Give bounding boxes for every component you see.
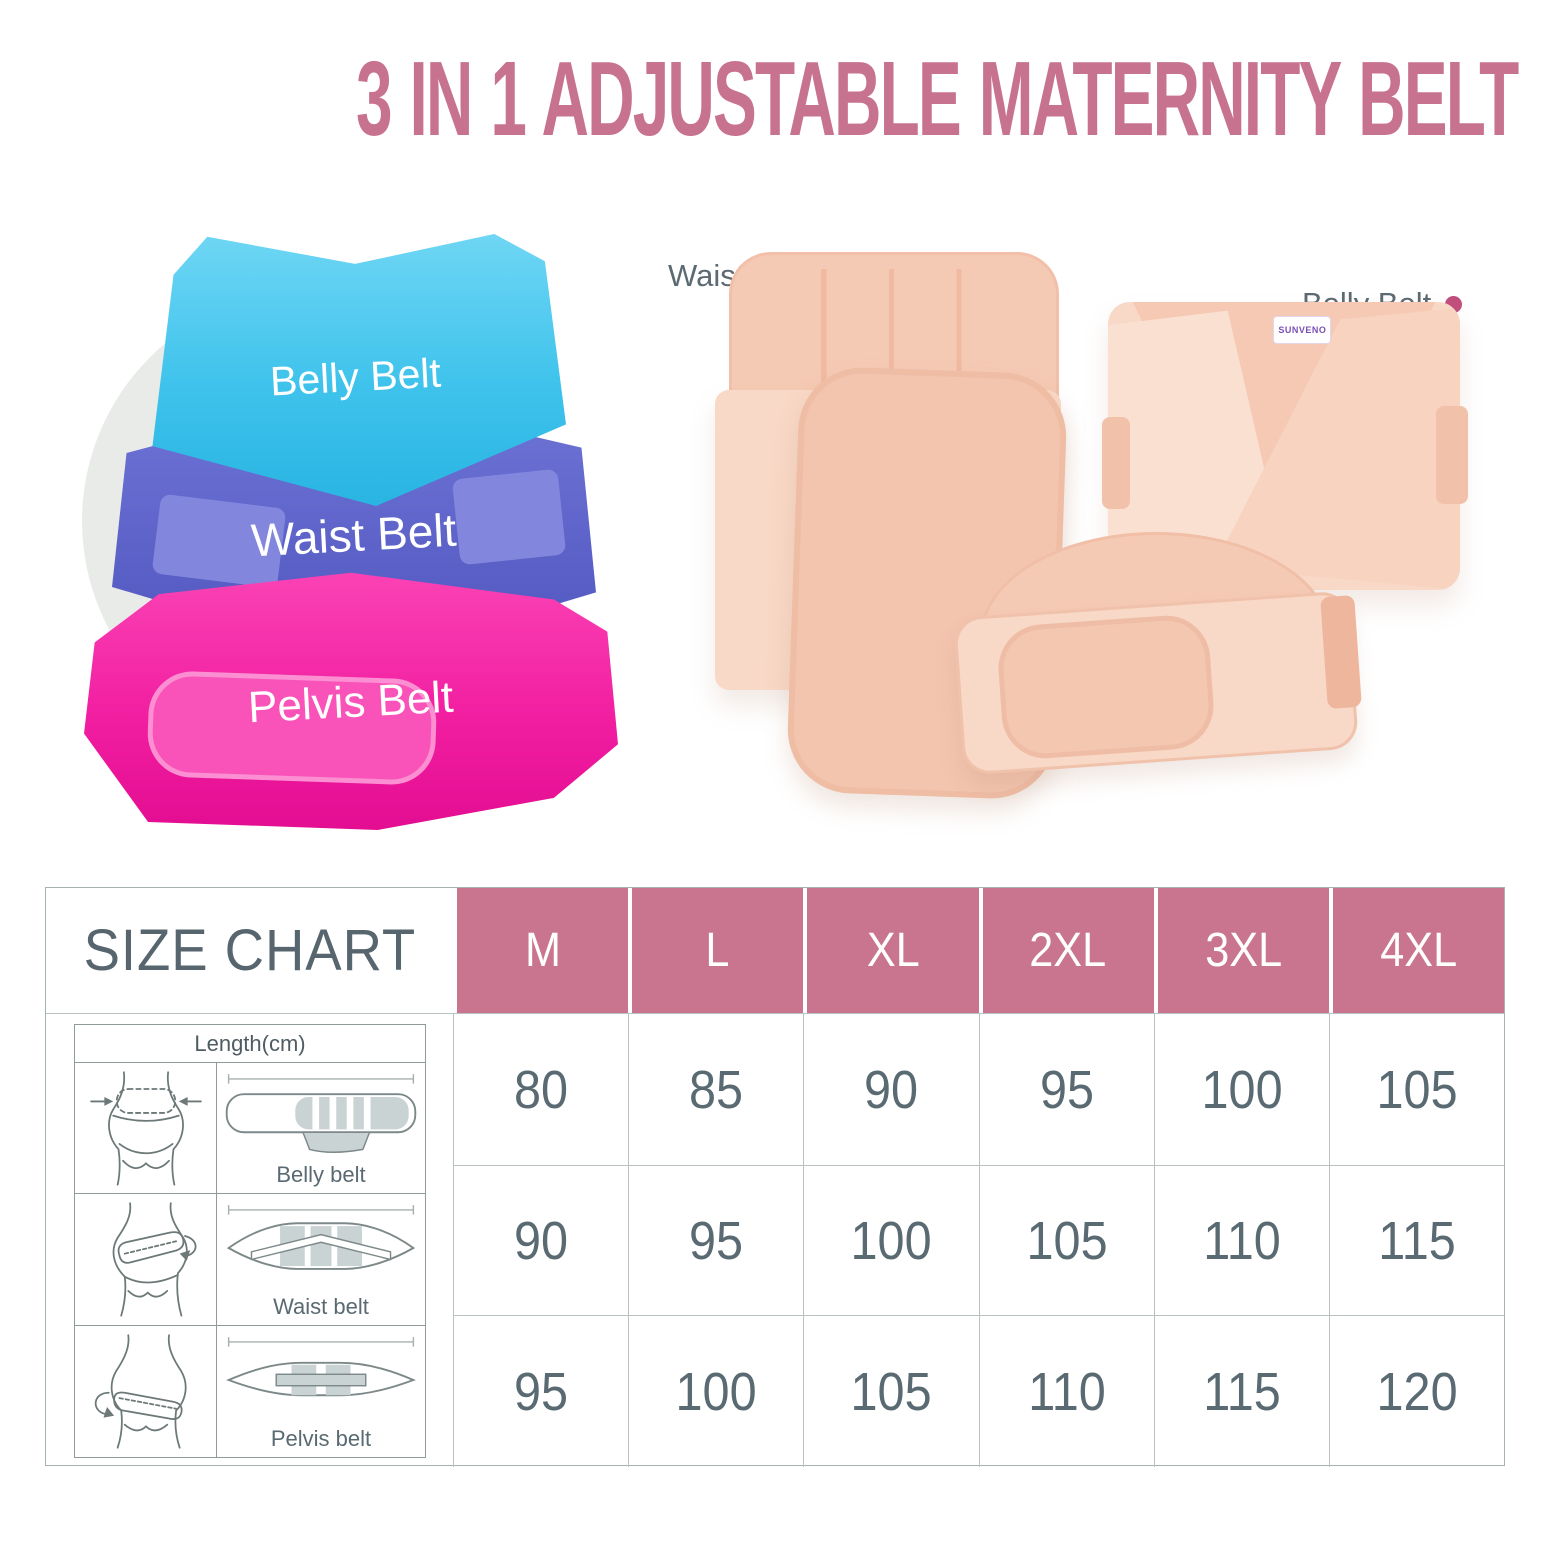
- product-photos: Waist Belt Belly Belt Pelvis Belt SUNVEN: [640, 230, 1520, 810]
- waist-belt-diagram-icon: [226, 1205, 416, 1271]
- waist-body-diagram-icon: [112, 1202, 196, 1318]
- table-cell-belly-3xl: 100: [1153, 1013, 1329, 1165]
- brand-tag: SUNVENO: [1273, 316, 1332, 344]
- belly-belt-label: Belly Belt: [268, 349, 442, 404]
- table-cell-waist-xl: 100: [803, 1165, 979, 1315]
- belly-belt-diagram: Belly belt: [217, 1063, 425, 1193]
- table-cell-pelvis-m: 95: [453, 1315, 629, 1467]
- table-cell-waist-2xl: 105: [978, 1165, 1154, 1315]
- pelvis-belt-caption: Pelvis belt: [270, 1425, 372, 1451]
- pelvis-belt-diagram-icon: [226, 1336, 416, 1396]
- pelvis-belt-photo: [952, 532, 1362, 776]
- table-cell-waist-3xl: 110: [1153, 1165, 1329, 1315]
- table-cell-belly-2xl: 95: [978, 1013, 1154, 1165]
- size-header-3xl: 3XL: [1153, 888, 1329, 1013]
- table-cell-belly-l: 85: [628, 1013, 804, 1165]
- waist-belt-caption: Waist belt: [273, 1293, 369, 1319]
- length-header: Length(cm): [75, 1025, 425, 1063]
- waist-belt-photo: [715, 252, 1075, 801]
- table-cell-belly-4xl: 105: [1328, 1013, 1504, 1165]
- pelvis-belt-tab: [1320, 594, 1362, 710]
- pelvis-belt-diagram-row: Pelvis belt: [75, 1325, 425, 1457]
- waist-belt-diagram-row: Waist belt: [75, 1194, 425, 1326]
- size-chart-heading: SIZE CHART: [83, 918, 416, 983]
- belly-body-diagram-icon: [89, 1071, 202, 1186]
- belly-belt-diagram-icon: [225, 1074, 417, 1153]
- belt-illustration: Waist Belt Belly Belt Pelvis Belt: [66, 226, 640, 832]
- page-title: 3 IN 1 ADJUSTABLE MATERNITY BELT: [0, 40, 1562, 158]
- table-cell-waist-l: 95: [628, 1165, 804, 1315]
- table-cell-pelvis-3xl: 115: [1153, 1315, 1329, 1467]
- belly-belt-tab-right: [1436, 405, 1468, 504]
- table-cell-belly-m: 80: [453, 1013, 629, 1165]
- pelvis-belt-diagram: Pelvis belt: [217, 1326, 425, 1457]
- size-header-l: L: [628, 888, 804, 1013]
- waist-body-diagram: [75, 1194, 217, 1325]
- belly-belt-tab-left: [1102, 417, 1130, 510]
- size-header-2xl: 2XL: [978, 888, 1154, 1013]
- table-cell-pelvis-l: 100: [628, 1315, 804, 1467]
- size-header-xl: XL: [803, 888, 979, 1013]
- table-cell-pelvis-xl: 105: [803, 1315, 979, 1467]
- length-diagram-box: Length(cm): [74, 1024, 426, 1458]
- size-chart-heading-cell: SIZE CHART: [46, 888, 453, 1013]
- belly-body-diagram: [75, 1063, 217, 1194]
- waist-belt-diagram: Waist belt: [217, 1194, 425, 1324]
- table-cell-pelvis-2xl: 110: [978, 1315, 1154, 1467]
- size-header-4xl: 4XL: [1328, 888, 1504, 1013]
- table-cell-belly-xl: 90: [803, 1013, 979, 1165]
- page-title-text: 3 IN 1 ADJUSTABLE MATERNITY BELT: [355, 40, 1519, 158]
- belly-belt-diagram-row: Belly belt: [75, 1063, 425, 1195]
- pelvis-body-diagram-icon: [94, 1334, 187, 1449]
- table-cell-waist-m: 90: [453, 1165, 629, 1315]
- pelvis-body-diagram: [75, 1325, 217, 1457]
- pelvis-belt-shape: Pelvis Belt: [84, 572, 618, 830]
- waist-belt-strap-right: [451, 469, 567, 566]
- belly-belt-caption: Belly belt: [276, 1162, 366, 1188]
- size-chart-table: SIZE CHART M L XL 2XL 3XL 4XL Length(cm): [45, 887, 1505, 1467]
- size-header-m: M: [453, 888, 629, 1013]
- waist-belt-label: Waist Belt: [250, 503, 458, 567]
- table-cell-waist-4xl: 115: [1328, 1165, 1504, 1315]
- table-cell-pelvis-4xl: 120: [1328, 1315, 1504, 1467]
- pelvis-belt-flap: [995, 612, 1217, 762]
- belt-diagrams-cell: Length(cm): [46, 1013, 453, 1467]
